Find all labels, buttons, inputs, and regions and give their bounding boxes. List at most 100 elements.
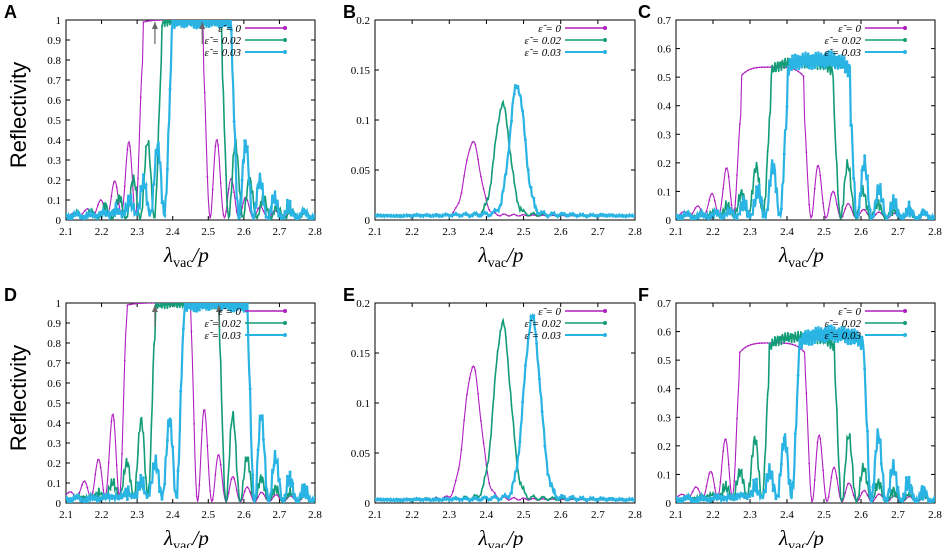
series-point <box>232 309 236 313</box>
y-tick-label: 0.5 <box>657 355 671 367</box>
x-tick-label: 2.1 <box>368 509 382 521</box>
series-point <box>610 213 614 217</box>
series-point <box>131 183 134 186</box>
series-point <box>604 497 608 501</box>
series-point <box>629 214 633 218</box>
y-tick-label: 0.15 <box>351 348 371 360</box>
series-point <box>593 498 597 502</box>
series-point <box>802 75 805 78</box>
series-point <box>855 502 858 503</box>
y-tick-label: 0.7 <box>47 75 61 87</box>
series-point <box>721 495 725 499</box>
series-point <box>516 200 518 203</box>
series-point <box>420 497 424 501</box>
series-point <box>192 309 196 313</box>
series-point <box>791 333 794 336</box>
series-point <box>532 494 535 497</box>
series-point <box>546 472 550 476</box>
series-point <box>123 216 126 219</box>
series-point <box>432 214 435 218</box>
series-point <box>75 209 78 212</box>
x-tick-label: 2.8 <box>628 226 642 238</box>
series-point <box>877 478 880 481</box>
series-point <box>852 494 855 496</box>
y-tick-label: 0.4 <box>47 418 61 430</box>
series-point <box>404 498 408 502</box>
x-tick-label: 2.2 <box>95 509 109 521</box>
series-point <box>117 211 121 215</box>
series-point <box>760 199 764 203</box>
series-point <box>805 151 808 154</box>
series-point <box>777 494 781 498</box>
series-point <box>732 498 736 502</box>
y-tick-label: 0.3 <box>47 155 61 167</box>
series-point <box>829 324 833 328</box>
series-point <box>910 486 914 490</box>
series-point <box>896 208 900 212</box>
series-point <box>491 418 493 421</box>
series-point <box>574 497 578 501</box>
series-point <box>532 211 535 214</box>
series-point <box>599 212 603 216</box>
series-point <box>721 213 725 217</box>
x-tick-label: 2.3 <box>743 226 757 238</box>
series-point <box>538 498 541 500</box>
series-point <box>113 478 115 480</box>
series-line-3 <box>66 20 315 220</box>
series-point <box>924 494 928 498</box>
series-point <box>235 196 239 200</box>
series-point <box>763 66 766 69</box>
series-point <box>163 307 166 310</box>
series-point <box>301 211 305 215</box>
series-point <box>451 497 455 500</box>
series-point <box>257 208 259 210</box>
series-point <box>530 496 532 498</box>
series-point <box>697 488 700 490</box>
series-point <box>532 196 536 200</box>
series-point <box>863 367 867 371</box>
series-point <box>888 213 892 217</box>
series-point <box>755 66 758 69</box>
series-point <box>755 439 758 442</box>
series-point <box>256 183 260 187</box>
series-point <box>849 206 852 209</box>
series-point <box>627 214 630 218</box>
series-point <box>307 216 311 220</box>
series-point <box>224 23 228 27</box>
series-point <box>158 106 161 109</box>
series-point <box>487 213 491 217</box>
series-point <box>99 466 102 469</box>
series-point <box>166 25 169 27</box>
series-point <box>927 216 930 220</box>
series-point <box>507 371 510 374</box>
series-point <box>890 471 894 475</box>
y-tick-label: 0.5 <box>47 115 61 127</box>
series-point <box>882 498 886 502</box>
plot-frame <box>65 19 316 221</box>
panel-letter: E <box>343 285 355 305</box>
series-point <box>863 489 866 492</box>
series-point <box>211 498 214 501</box>
series-point <box>505 213 507 216</box>
series-point <box>913 498 917 502</box>
series-point <box>766 150 769 153</box>
series-point <box>758 66 761 69</box>
series-point <box>844 491 847 494</box>
series-point <box>118 194 121 197</box>
series-point <box>145 476 147 479</box>
series-point <box>296 501 300 503</box>
series-point <box>632 498 635 502</box>
series-point <box>861 209 863 212</box>
series-point <box>462 212 466 216</box>
series-point <box>893 202 897 206</box>
series-point <box>496 350 499 353</box>
series-point <box>890 207 894 210</box>
x-tick-label: 2.7 <box>891 509 905 521</box>
series-point <box>527 214 530 217</box>
series-point <box>113 181 115 183</box>
series-point <box>632 214 635 218</box>
series-point <box>524 497 527 500</box>
series-point <box>273 212 275 215</box>
series-point <box>393 499 396 503</box>
series-point <box>213 20 217 22</box>
